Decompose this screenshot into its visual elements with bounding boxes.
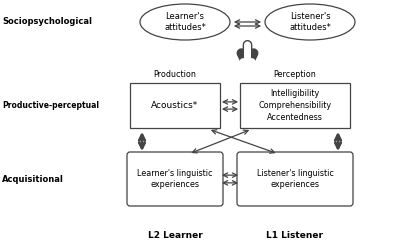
- FancyBboxPatch shape: [130, 83, 220, 128]
- Text: Learner's linguistic
experiences: Learner's linguistic experiences: [137, 169, 213, 189]
- Text: Acoustics*: Acoustics*: [151, 101, 199, 110]
- Text: Sociopsychological: Sociopsychological: [2, 17, 92, 27]
- Text: Productive-perceptual: Productive-perceptual: [2, 101, 99, 111]
- Text: Listener's
attitudes*: Listener's attitudes*: [289, 12, 331, 32]
- Text: Production: Production: [154, 70, 196, 79]
- Text: Listener's linguistic
experiences: Listener's linguistic experiences: [256, 169, 334, 189]
- Text: Intelligibility
Comprehensibility
Accentedness: Intelligibility Comprehensibility Accent…: [258, 89, 332, 122]
- Text: Acquisitional: Acquisitional: [2, 174, 64, 183]
- FancyBboxPatch shape: [240, 83, 350, 128]
- Text: Perception: Perception: [274, 70, 316, 79]
- FancyBboxPatch shape: [237, 152, 353, 206]
- Text: L1 Listener: L1 Listener: [266, 230, 324, 240]
- Text: L2 Learner: L2 Learner: [148, 230, 202, 240]
- Text: Learner's
attitudes*: Learner's attitudes*: [164, 12, 206, 32]
- FancyBboxPatch shape: [127, 152, 223, 206]
